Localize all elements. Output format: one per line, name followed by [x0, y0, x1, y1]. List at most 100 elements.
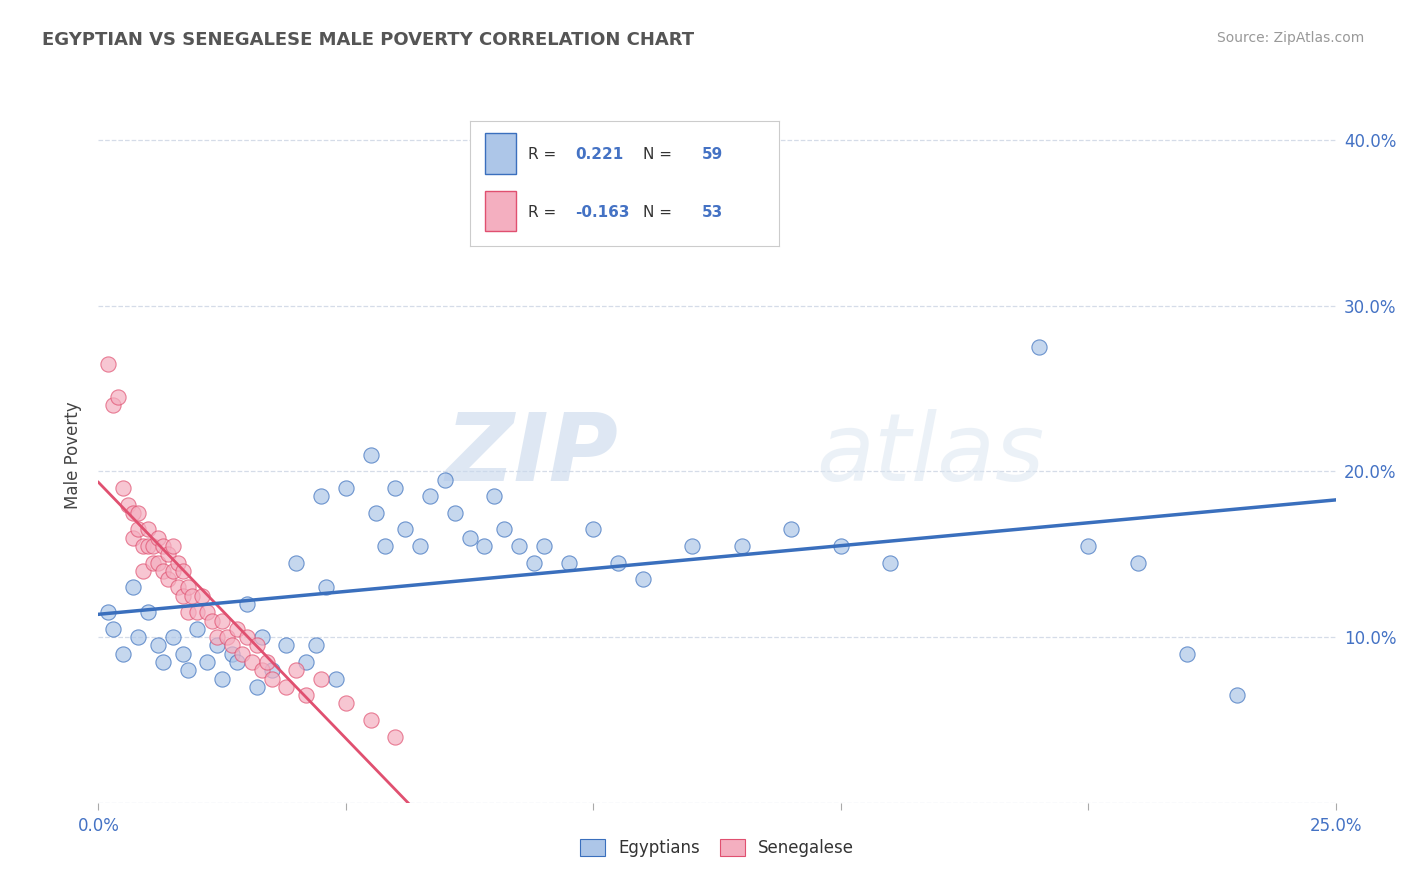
Point: [176, 605, 198, 619]
Point: [256, 655, 278, 669]
Point: [315, 581, 337, 595]
Point: [152, 655, 174, 669]
Point: [112, 647, 135, 661]
Point: [494, 523, 516, 537]
Point: [1126, 556, 1149, 570]
Point: [285, 556, 308, 570]
Point: [295, 688, 318, 702]
Point: [276, 639, 298, 653]
Point: [152, 539, 174, 553]
Point: [117, 498, 139, 512]
Point: [607, 556, 630, 570]
Point: [127, 630, 149, 644]
Text: Source: ZipAtlas.com: Source: ZipAtlas.com: [1216, 31, 1364, 45]
Point: [409, 539, 432, 553]
Point: [419, 489, 441, 503]
Point: [122, 506, 145, 520]
Point: [508, 539, 530, 553]
Point: [146, 531, 169, 545]
Point: [260, 672, 283, 686]
Point: [384, 730, 406, 744]
Point: [360, 713, 382, 727]
Point: [1226, 688, 1249, 702]
Point: [186, 605, 208, 619]
Point: [394, 523, 416, 537]
Point: [309, 489, 332, 503]
Point: [127, 523, 149, 537]
Point: [533, 539, 555, 553]
Point: [374, 539, 396, 553]
Point: [156, 547, 179, 561]
Point: [474, 539, 496, 553]
Point: [295, 655, 318, 669]
Point: [335, 481, 357, 495]
Point: [582, 523, 605, 537]
Point: [360, 448, 382, 462]
Point: [152, 564, 174, 578]
Point: [97, 357, 120, 371]
Point: [335, 697, 357, 711]
Point: [205, 639, 228, 653]
Point: [231, 647, 253, 661]
Point: [433, 473, 456, 487]
Point: [1077, 539, 1099, 553]
Point: [211, 614, 233, 628]
Point: [156, 572, 179, 586]
Point: [246, 680, 269, 694]
Point: [364, 506, 387, 520]
Point: [176, 581, 198, 595]
Point: [162, 630, 184, 644]
Point: [107, 390, 129, 404]
Point: [221, 647, 243, 661]
Point: [162, 539, 184, 553]
Point: [276, 680, 298, 694]
Point: [122, 581, 145, 595]
Point: [250, 663, 273, 677]
Point: [195, 655, 218, 669]
Point: [830, 539, 852, 553]
Point: [217, 630, 239, 644]
Point: [176, 663, 198, 677]
Point: [309, 672, 332, 686]
Point: [146, 639, 169, 653]
Point: [103, 398, 125, 412]
Legend: Egyptians, Senegalese: Egyptians, Senegalese: [574, 832, 860, 864]
Text: ZIP: ZIP: [446, 409, 619, 501]
Point: [236, 597, 259, 611]
Point: [181, 589, 204, 603]
Point: [631, 572, 654, 586]
Point: [112, 481, 135, 495]
Point: [780, 523, 803, 537]
Point: [246, 639, 269, 653]
Point: [260, 663, 283, 677]
Point: [136, 605, 159, 619]
Point: [186, 622, 208, 636]
Point: [384, 481, 406, 495]
Text: EGYPTIAN VS SENEGALESE MALE POVERTY CORRELATION CHART: EGYPTIAN VS SENEGALESE MALE POVERTY CORR…: [42, 31, 695, 49]
Point: [879, 556, 901, 570]
Point: [136, 523, 159, 537]
Point: [325, 672, 347, 686]
Point: [557, 556, 579, 570]
Point: [136, 539, 159, 553]
Point: [127, 506, 149, 520]
Point: [236, 630, 259, 644]
Point: [162, 564, 184, 578]
Text: atlas: atlas: [815, 409, 1045, 500]
Point: [122, 531, 145, 545]
Point: [195, 605, 218, 619]
Point: [226, 655, 249, 669]
Point: [142, 556, 165, 570]
Point: [166, 581, 188, 595]
Point: [1175, 647, 1198, 661]
Y-axis label: Male Poverty: Male Poverty: [65, 401, 83, 508]
Point: [1028, 340, 1050, 354]
Point: [142, 539, 165, 553]
Point: [221, 639, 243, 653]
Point: [205, 630, 228, 644]
Point: [523, 556, 546, 570]
Point: [191, 589, 214, 603]
Point: [97, 605, 120, 619]
Point: [132, 539, 155, 553]
Point: [250, 630, 273, 644]
